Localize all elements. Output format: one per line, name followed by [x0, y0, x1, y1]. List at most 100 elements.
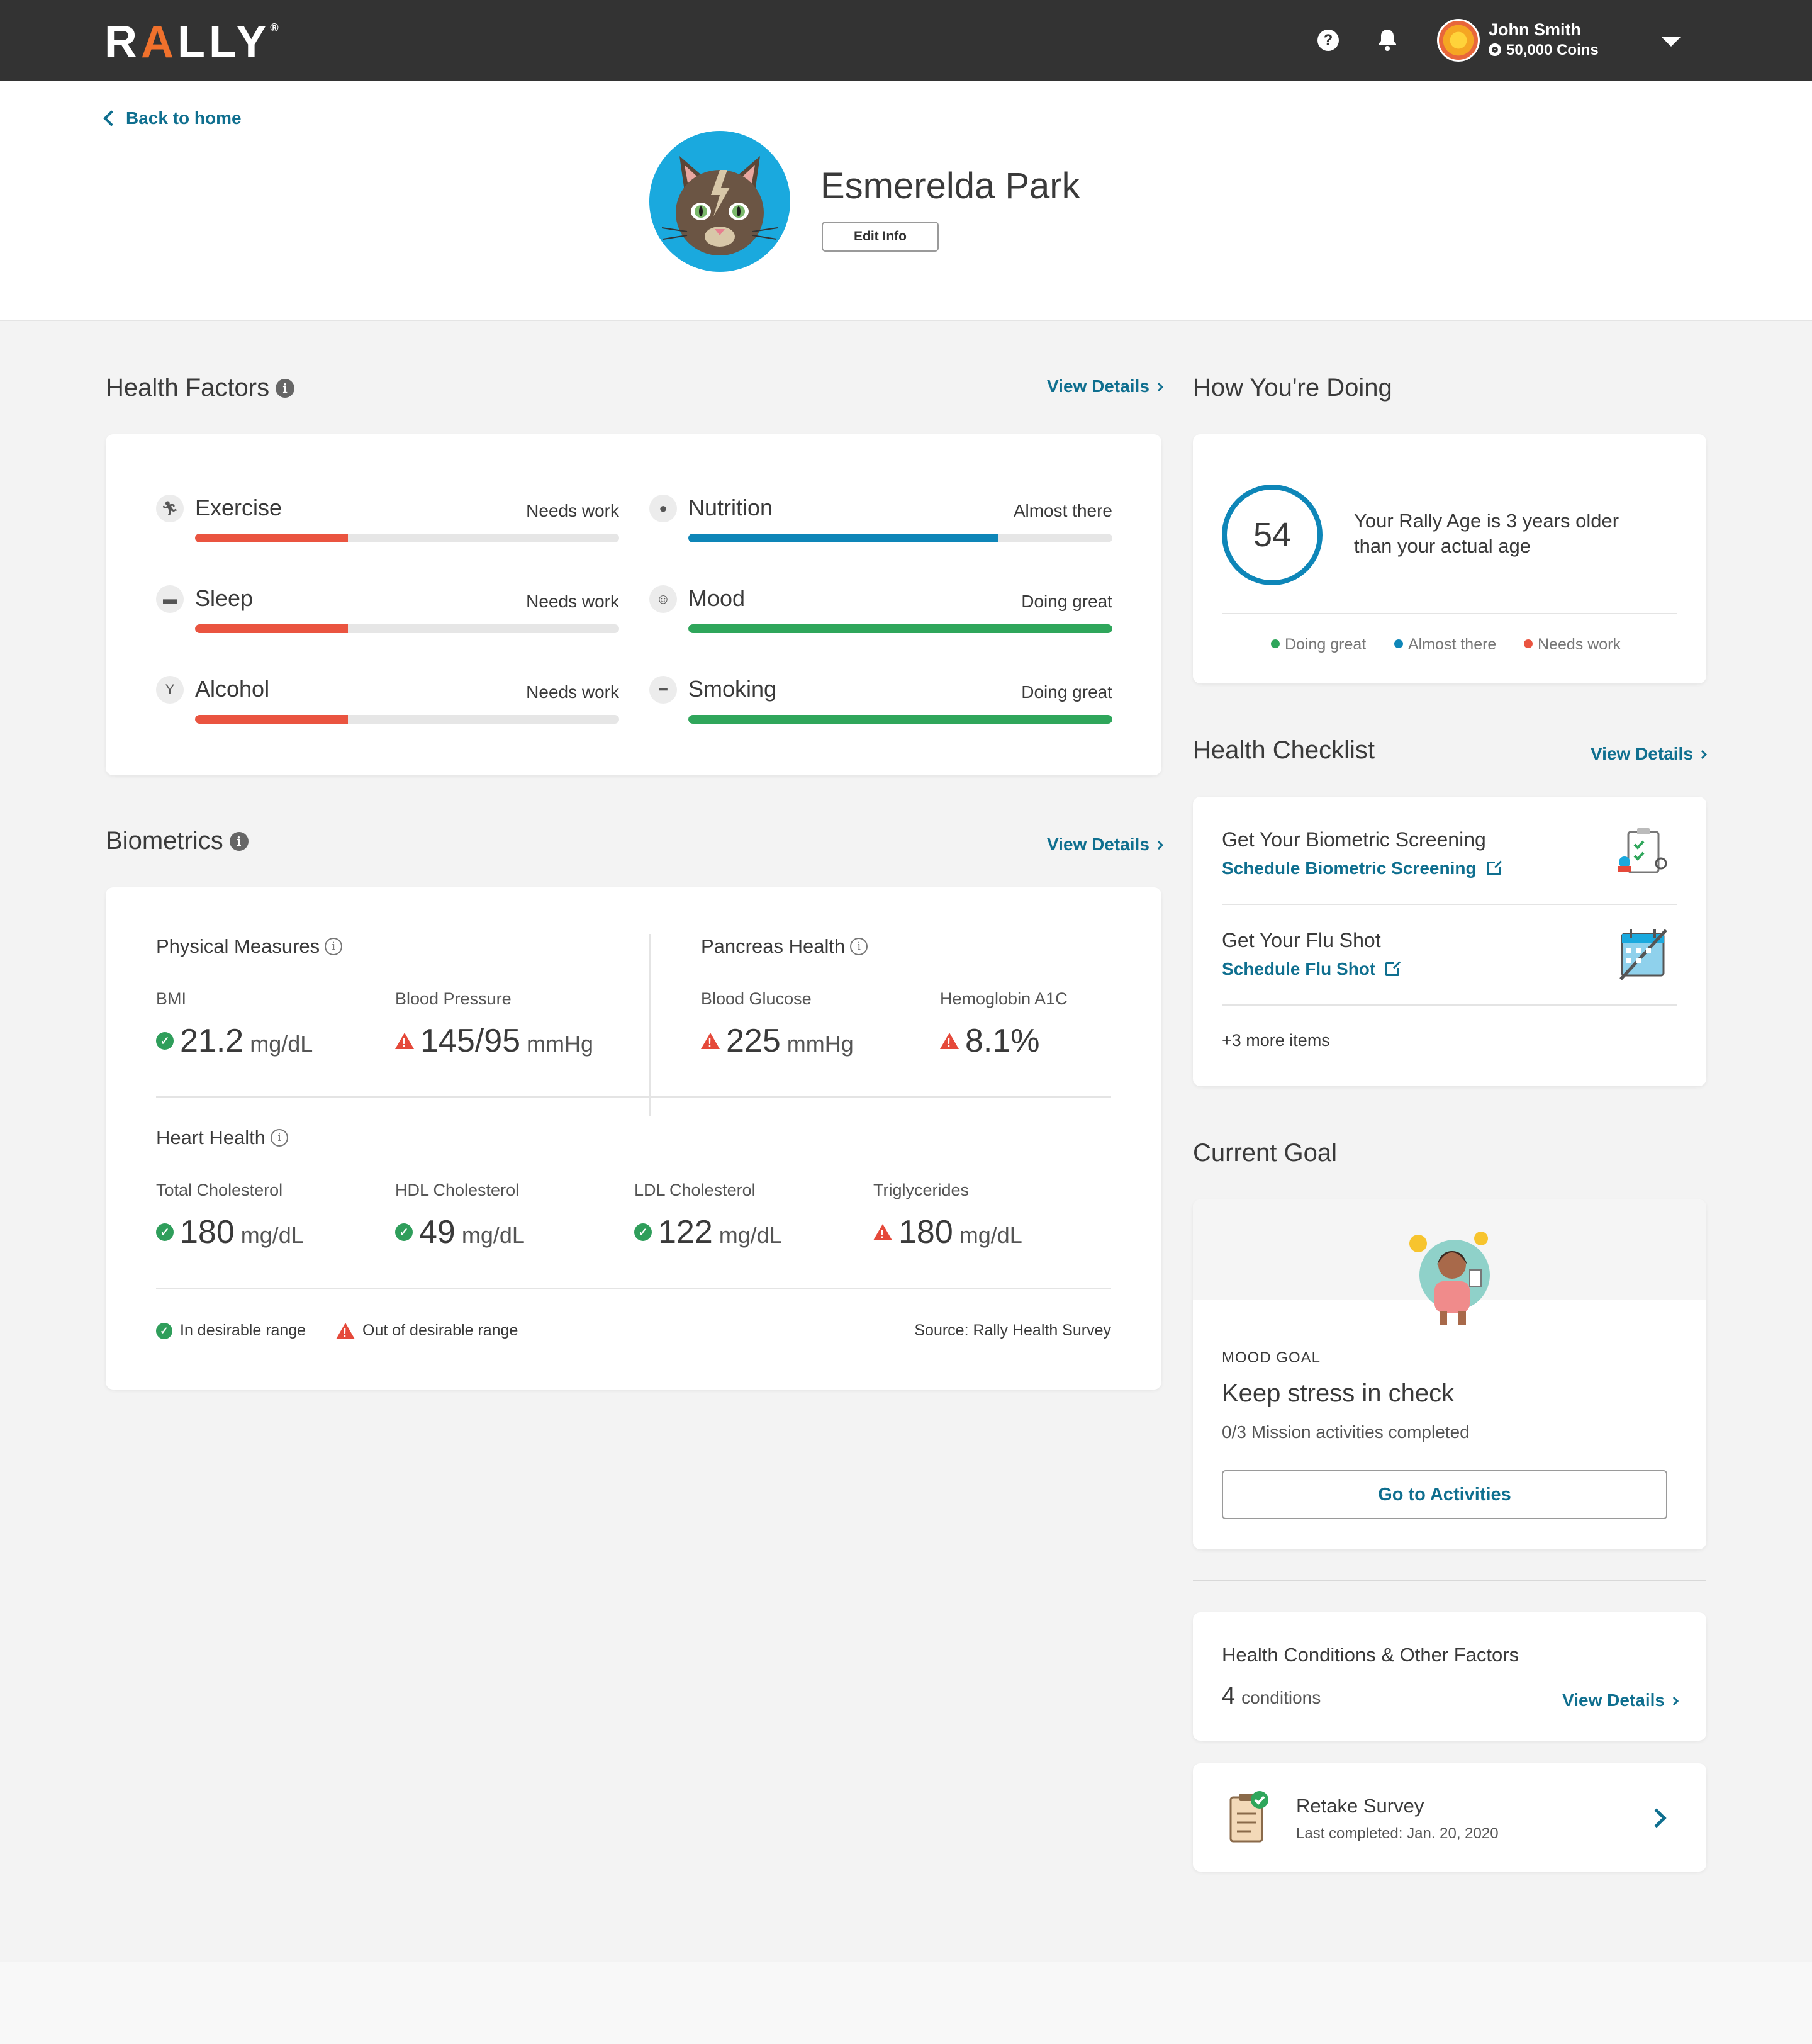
factor-status: Doing great [1021, 682, 1112, 702]
health-conditions-card: Health Conditions & Other Factors 4 condi… [1193, 1612, 1706, 1741]
cigarette-icon: ━ [649, 676, 677, 704]
account-dropdown-icon[interactable] [1661, 36, 1681, 47]
bed-icon: ▬ [156, 585, 184, 613]
factor-nutrition[interactable]: ● Nutrition Almost there [649, 492, 1112, 555]
divider [156, 1288, 1111, 1289]
smiley-icon: ☺ [649, 585, 677, 613]
info-icon[interactable]: i [276, 378, 295, 398]
health-checklist-card: Get Your Biometric Screening Schedule Bi… [1193, 797, 1706, 1086]
factor-alcohol[interactable]: Y Alcohol Needs work [156, 673, 619, 736]
factor-sleep[interactable]: ▬ Sleep Needs work [156, 583, 619, 646]
chevron-right-icon [1669, 1696, 1679, 1706]
check-icon: ✓ [395, 1223, 413, 1241]
rally-logo[interactable]: RALLY® [104, 17, 279, 67]
factor-mood[interactable]: ☺ Mood Doing great [649, 583, 1112, 646]
info-icon[interactable]: i [271, 1129, 289, 1147]
legend-needs-work: Needs work [1524, 636, 1621, 654]
health-conditions-title: Health Conditions & Other Factors [1222, 1644, 1519, 1666]
physical-measures-title: Physical Measures i [156, 935, 343, 958]
conditions-view-details-link[interactable]: View Details [1562, 1690, 1679, 1710]
goal-name: Keep stress in check [1222, 1379, 1455, 1407]
clipboard-illustration-icon [1614, 826, 1671, 882]
heart-health-title: Heart Health i [156, 1126, 289, 1149]
how-youre-doing-title: How You're Doing [1193, 374, 1392, 402]
check-icon: ✓ [156, 1322, 172, 1339]
retake-survey-subtitle: Last completed: Jan. 20, 2020 [1296, 1825, 1499, 1842]
apple-icon: ● [649, 495, 677, 522]
user-avatar[interactable] [1437, 19, 1480, 62]
survey-clipboard-icon [1228, 1790, 1270, 1844]
health-factors-view-details-link[interactable]: View Details [1047, 376, 1163, 396]
health-factors-card: 🏃︎ Exercise Needs work ● Nutrition Almos… [106, 434, 1161, 775]
factor-name: Exercise [195, 495, 282, 520]
legend-doing-great: Doing great [1271, 636, 1366, 654]
biometrics-title: Biometrics i [106, 827, 249, 855]
factor-bar-fill [195, 624, 348, 633]
factor-status: Needs work [526, 592, 619, 611]
factor-smoking[interactable]: ━ Smoking Doing great [649, 673, 1112, 736]
profile-name: Esmerelda Park [820, 166, 1080, 206]
user-name[interactable]: John Smith [1489, 20, 1581, 39]
chevron-right-icon [1697, 750, 1707, 760]
factor-bar [195, 534, 619, 542]
factor-bar-fill [688, 534, 998, 542]
hdl-cholesterol-value: ✓ 49 mg/dL [395, 1213, 525, 1251]
factor-bar-fill [688, 715, 1112, 724]
warning-icon [873, 1224, 892, 1241]
retake-survey-title: Retake Survey [1296, 1795, 1424, 1817]
help-icon[interactable]: ? [1317, 30, 1339, 51]
cocktail-icon: Y [156, 676, 184, 704]
more-items-link[interactable]: +3 more items [1222, 1031, 1330, 1050]
retake-survey-card[interactable]: Retake Survey Last completed: Jan. 20, 2… [1193, 1763, 1706, 1872]
divider [1222, 904, 1677, 905]
current-goal-title: Current Goal [1193, 1139, 1337, 1167]
chevron-left-icon [103, 110, 120, 126]
factor-status: Needs work [526, 501, 619, 520]
chevron-right-icon[interactable] [1647, 1808, 1667, 1828]
biometrics-card: Physical Measures i BMI ✓ 21.2 mg/dL Blood … [106, 887, 1161, 1390]
info-icon[interactable]: i [850, 938, 868, 955]
goal-progress: 0/3 Mission activities completed [1222, 1422, 1470, 1442]
legend-almost-there: Almost there [1394, 636, 1496, 654]
top-navigation-bar [0, 0, 1812, 81]
green-dot-icon [1271, 639, 1280, 648]
goal-category: MOOD GOAL [1222, 1349, 1321, 1366]
factor-bar [688, 715, 1112, 724]
legend-out-of-range: Out of desirable range [336, 1322, 518, 1340]
factor-exercise[interactable]: 🏃︎ Exercise Needs work [156, 492, 619, 555]
health-factors-title: Health Factors i [106, 374, 295, 402]
ldl-cholesterol-label: LDL Cholesterol [634, 1181, 756, 1199]
profile-avatar[interactable] [649, 131, 790, 272]
info-icon[interactable]: i [325, 938, 343, 955]
factor-name: Sleep [195, 585, 254, 611]
rally-age-ring: 54 [1222, 485, 1323, 585]
factor-bar [688, 624, 1112, 633]
page-footer [0, 1962, 1812, 2044]
ldl-cholesterol-value: ✓ 122 mg/dL [634, 1213, 782, 1251]
conditions-count: 4 conditions [1222, 1683, 1321, 1709]
factor-name: Smoking [688, 676, 777, 702]
edit-info-button[interactable]: Edit Info [822, 222, 939, 252]
legend-in-range: ✓ In desirable range [156, 1322, 306, 1340]
blue-dot-icon [1394, 639, 1403, 648]
divider [1222, 1004, 1677, 1006]
blood-pressure-label: Blood Pressure [395, 989, 512, 1008]
how-youre-doing-card: 54 Your Rally Age is 3 years older than … [1193, 434, 1706, 683]
chevron-right-icon [1154, 382, 1163, 392]
bell-icon[interactable] [1377, 28, 1398, 52]
biometrics-view-details-link[interactable]: View Details [1047, 834, 1163, 855]
schedule-biometric-screening-link[interactable]: Schedule Biometric Screening [1222, 858, 1502, 879]
go-to-activities-button[interactable]: Go to Activities [1222, 1470, 1667, 1519]
profile-header [0, 81, 1812, 321]
schedule-flu-shot-link[interactable]: Schedule Flu Shot [1222, 959, 1402, 979]
info-icon[interactable]: i [229, 831, 249, 851]
checklist-item-title: Get Your Biometric Screening [1222, 828, 1486, 851]
checklist-view-details-link[interactable]: View Details [1591, 744, 1707, 764]
factor-bar-fill [195, 715, 348, 724]
divider [156, 1096, 1111, 1098]
check-icon: ✓ [156, 1223, 174, 1241]
vertical-divider [649, 934, 651, 1116]
back-to-home-link[interactable]: Back to home [103, 108, 242, 128]
calendar-syringe-icon [1614, 923, 1671, 986]
